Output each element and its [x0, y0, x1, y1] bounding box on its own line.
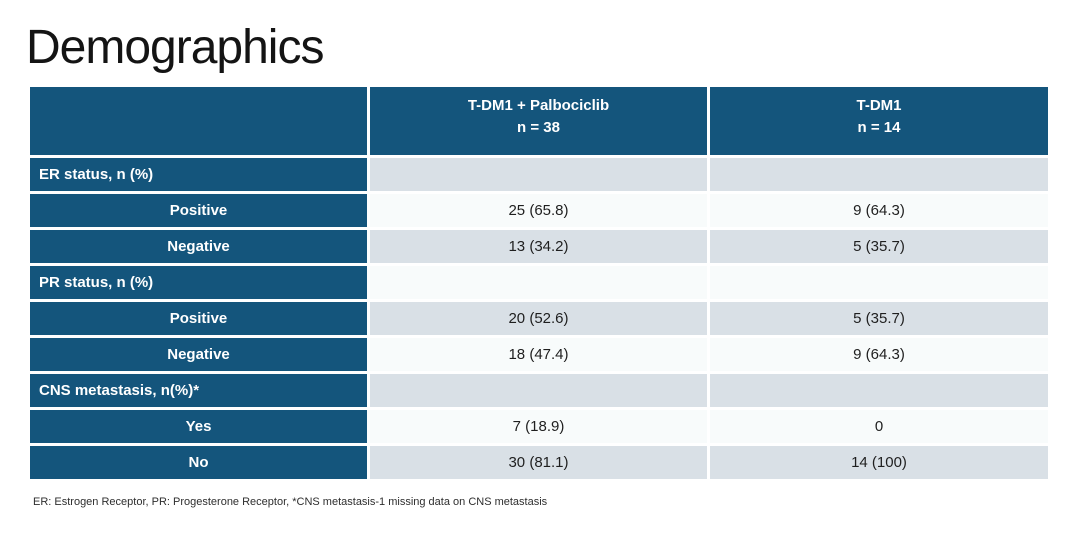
- footnote: ER: Estrogen Receptor, PR: Progesterone …: [33, 496, 548, 508]
- row-label: Yes: [27, 407, 370, 446]
- data-cell: 18 (47.4): [367, 335, 710, 374]
- demographics-table: T-DM1 + Palbociclib n = 38 T-DM1 n = 14 …: [27, 84, 1051, 482]
- data-cell: 9 (64.3): [707, 335, 1051, 374]
- row-label: CNS metastasis, n(%)*: [27, 371, 370, 410]
- column-header-tdm1: T-DM1 n = 14: [707, 84, 1051, 158]
- data-cell: 14 (100): [707, 443, 1051, 482]
- table-row: Negative 18 (47.4) 9 (64.3): [27, 335, 1051, 374]
- data-cell: 25 (65.8): [367, 191, 710, 230]
- column-subtitle: n = 14: [857, 118, 901, 136]
- data-cell: [367, 155, 710, 194]
- data-cell: 5 (35.7): [707, 299, 1051, 338]
- table-row: Positive 20 (52.6) 5 (35.7): [27, 299, 1051, 338]
- column-subtitle: n = 38: [517, 118, 560, 136]
- table-row: No 30 (81.1) 14 (100): [27, 443, 1051, 482]
- table-row: PR status, n (%): [27, 263, 1051, 302]
- column-header-empty: [27, 84, 370, 158]
- data-cell: 13 (34.2): [367, 227, 710, 266]
- table-row: ER status, n (%): [27, 155, 1051, 194]
- data-cell: 30 (81.1): [367, 443, 710, 482]
- table-row: Yes 7 (18.9) 0: [27, 407, 1051, 446]
- column-header-tdm1-palbociclib: T-DM1 + Palbociclib n = 38: [367, 84, 710, 158]
- table-row: Negative 13 (34.2) 5 (35.7): [27, 227, 1051, 266]
- column-title: T-DM1 + Palbociclib: [467, 97, 610, 114]
- table-row: Positive 25 (65.8) 9 (64.3): [27, 191, 1051, 230]
- row-label: Negative: [27, 227, 370, 266]
- table-row: CNS metastasis, n(%)*: [27, 371, 1051, 410]
- data-cell: 20 (52.6): [367, 299, 710, 338]
- data-cell: [707, 155, 1051, 194]
- data-cell: [367, 371, 710, 410]
- data-cell: 7 (18.9): [367, 407, 710, 446]
- page-title: Demographics: [26, 21, 324, 74]
- row-label: PR status, n (%): [27, 263, 370, 302]
- row-label: ER status, n (%): [27, 155, 370, 194]
- data-cell: 5 (35.7): [707, 227, 1051, 266]
- data-cell: 9 (64.3): [707, 191, 1051, 230]
- row-label: Positive: [27, 191, 370, 230]
- column-title: T-DM1: [856, 97, 902, 114]
- table-header-row: T-DM1 + Palbociclib n = 38 T-DM1 n = 14: [27, 84, 1051, 158]
- data-cell: [707, 371, 1051, 410]
- data-cell: [707, 263, 1051, 302]
- row-label: Positive: [27, 299, 370, 338]
- row-label: No: [27, 443, 370, 482]
- data-cell: [367, 263, 710, 302]
- row-label: Negative: [27, 335, 370, 374]
- data-cell: 0: [707, 407, 1051, 446]
